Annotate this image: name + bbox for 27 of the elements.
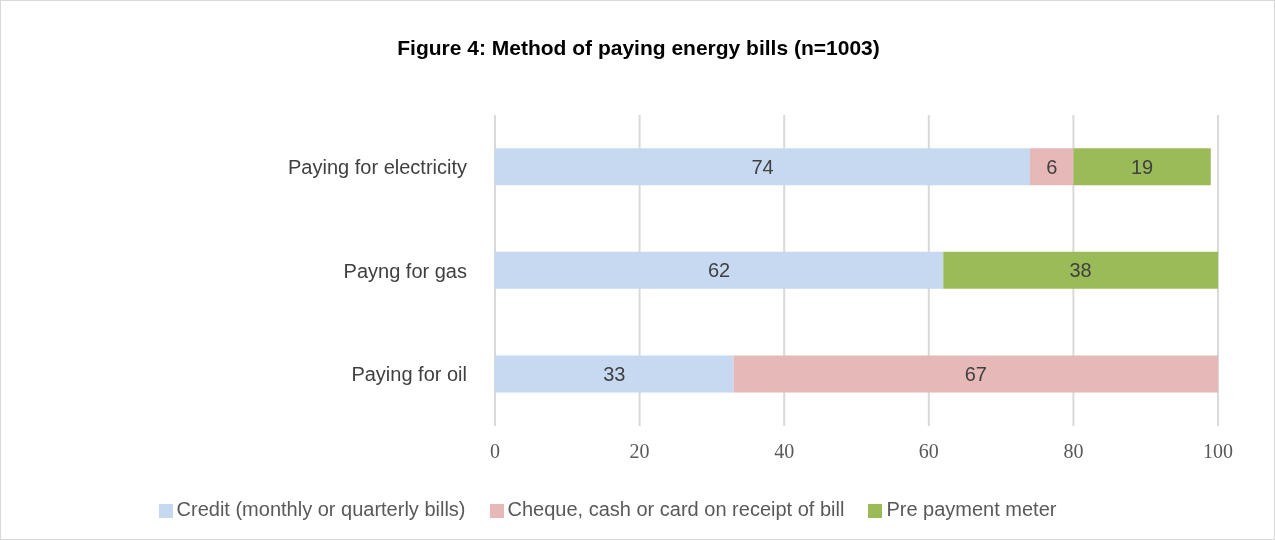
data-label: 62: [708, 259, 731, 282]
x-tick-label: 20: [629, 440, 650, 463]
bar: [495, 251, 944, 289]
x-tick-label: 80: [1063, 440, 1084, 463]
data-label: 19: [1130, 155, 1154, 178]
data-label: 67: [964, 363, 987, 386]
data-label: 6: [1046, 155, 1058, 178]
x-tick-label: 60: [918, 440, 939, 463]
y-tick-label: Paying for electricity: [288, 155, 467, 178]
legend-label: Credit (monthly or quarterly bills): [176, 498, 466, 520]
y-tick-label: Paying for oil: [351, 363, 467, 386]
bar: [1030, 148, 1074, 186]
x-tick-label: 0: [490, 440, 500, 463]
bar: [943, 251, 1218, 289]
bar: [495, 355, 734, 393]
bar: [1073, 148, 1211, 186]
legend-label: Pre payment meter: [886, 498, 1057, 520]
x-tick-label: 100: [1203, 440, 1233, 463]
bar: [495, 148, 1031, 186]
y-tick-label: Payng for gas: [343, 259, 467, 282]
bar: [733, 355, 1218, 393]
legend-label: Cheque, cash or card on receipt of bill: [507, 498, 845, 520]
data-label: 33: [603, 363, 626, 386]
data-label: 74: [751, 155, 774, 178]
data-label: 38: [1069, 259, 1092, 282]
x-tick-label: 40: [774, 440, 795, 463]
chart-title: Figure 4: Method of paying energy bills (n=1003): [396, 36, 881, 60]
